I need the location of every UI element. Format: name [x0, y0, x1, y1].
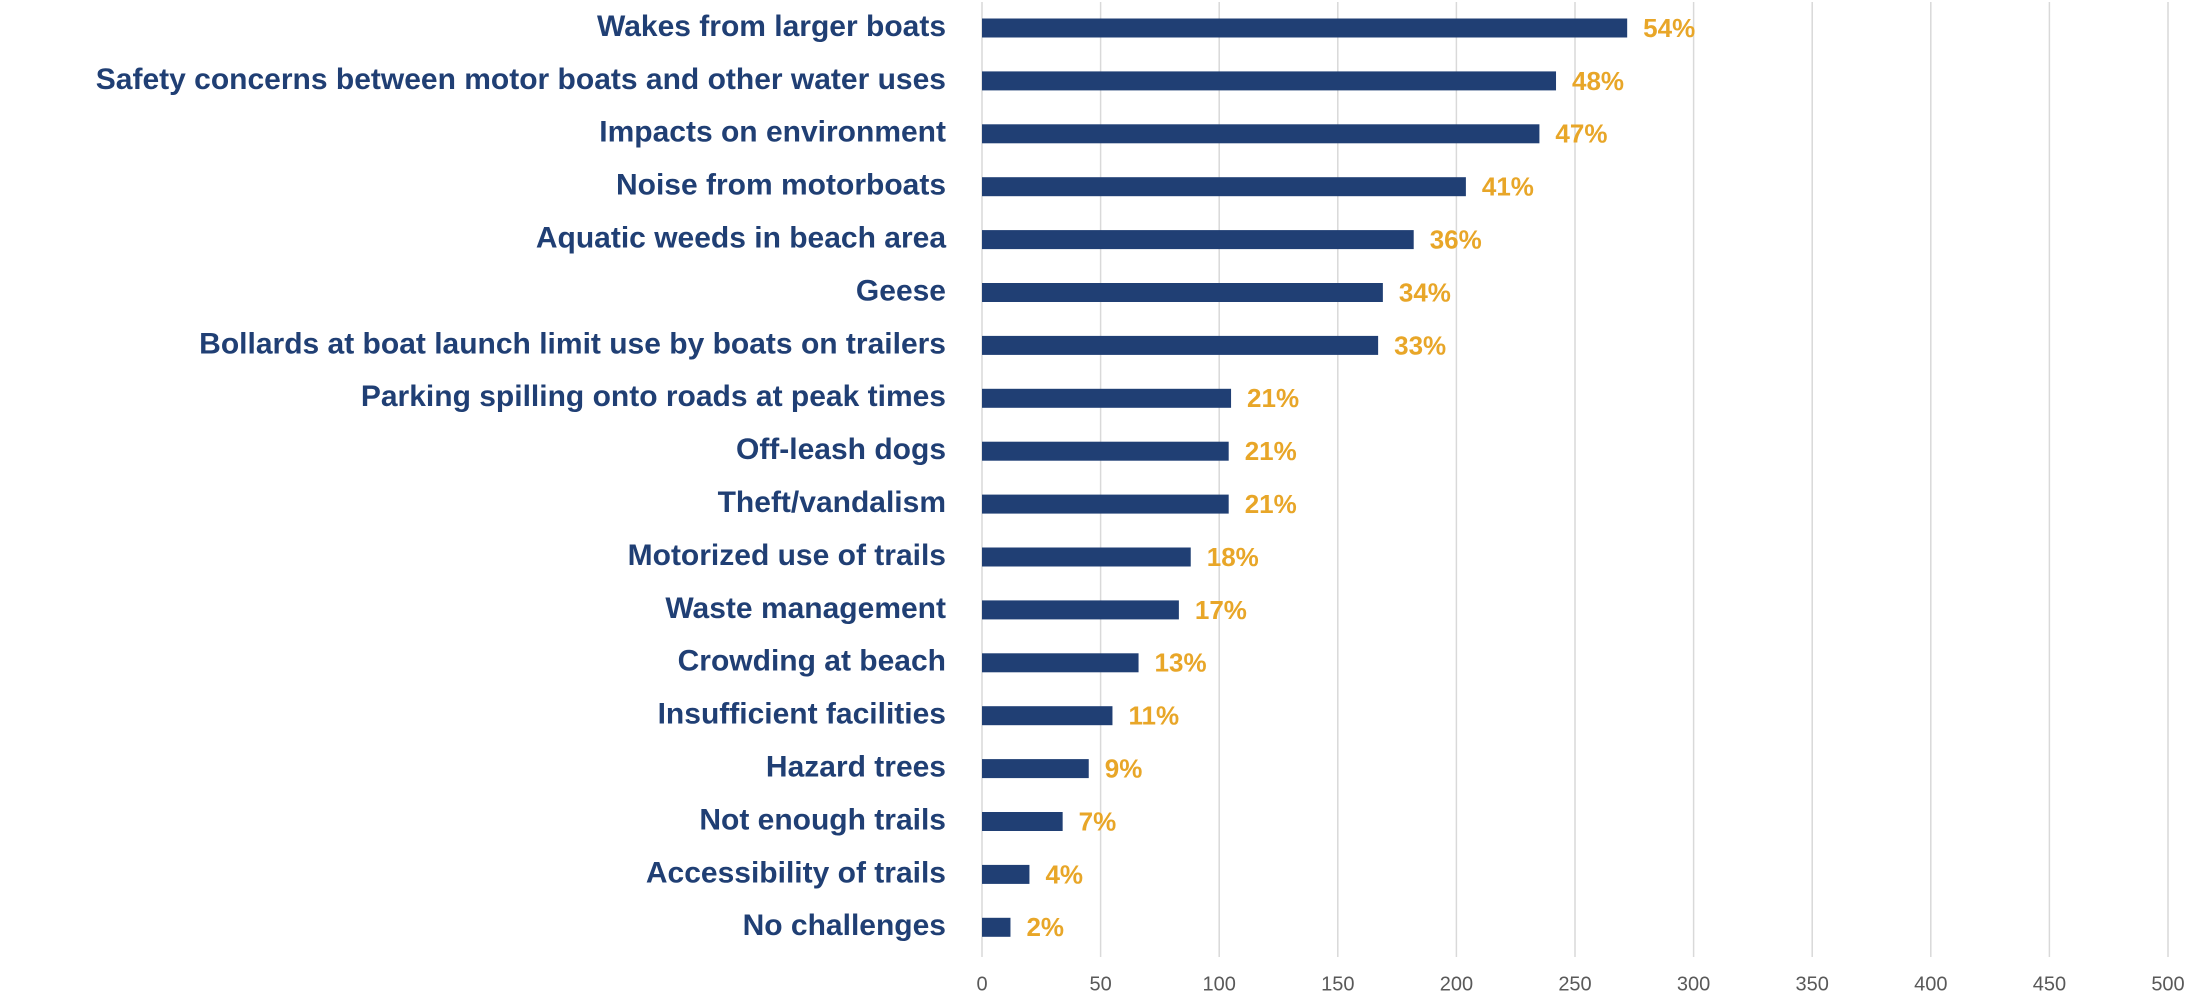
- value-label: 17%: [1195, 595, 1247, 625]
- category-label: Aquatic weeds in beach area: [536, 222, 946, 255]
- value-label: 21%: [1245, 436, 1297, 466]
- category-label: Wakes from larger boats: [597, 10, 946, 43]
- bar: [982, 441, 1229, 461]
- value-label: 54%: [1643, 13, 1695, 43]
- x-tick-label: 250: [1558, 973, 1591, 993]
- category-label: Crowding at beach: [678, 645, 946, 678]
- bar: [982, 547, 1191, 567]
- bar: [982, 71, 1557, 91]
- value-label: 11%: [1128, 701, 1179, 731]
- value-label: 21%: [1245, 489, 1297, 519]
- value-label: 47%: [1555, 119, 1607, 149]
- value-label: 9%: [1105, 753, 1143, 783]
- bar: [982, 494, 1229, 514]
- category-label: Bollards at boat launch limit use by boa…: [199, 327, 946, 360]
- bar: [982, 283, 1383, 302]
- value-label: 33%: [1394, 330, 1446, 360]
- category-label: Noise from motorboats: [616, 169, 946, 202]
- x-tick-label: 100: [1203, 973, 1236, 993]
- bar: [982, 653, 1139, 673]
- bar: [982, 917, 1011, 937]
- value-label: 41%: [1482, 172, 1534, 202]
- value-label: 7%: [1079, 806, 1117, 836]
- bar: [982, 124, 1540, 144]
- bar: [982, 600, 1179, 620]
- bar: [982, 706, 1113, 726]
- category-label: Off-leash dogs: [736, 433, 946, 466]
- x-tick-label: 50: [1089, 973, 1111, 993]
- category-label: Insufficient facilities: [658, 698, 946, 731]
- x-tick-label: 450: [2033, 973, 2066, 993]
- value-label: 36%: [1430, 224, 1482, 254]
- category-label: Motorized use of trails: [628, 539, 946, 572]
- bar: [982, 864, 1030, 884]
- value-label: 13%: [1155, 648, 1207, 678]
- x-tick-label: 300: [1677, 973, 1710, 993]
- x-tick-label: 500: [2151, 973, 2184, 993]
- x-tick-label: 350: [1796, 973, 1829, 993]
- category-label: Theft/vandalism: [718, 486, 946, 519]
- x-tick-label: 150: [1321, 973, 1354, 993]
- category-label: Hazard trees: [766, 751, 946, 784]
- x-tick-label: 200: [1440, 973, 1473, 993]
- category-label: Not enough trails: [699, 803, 946, 836]
- bar: [982, 812, 1063, 831]
- category-label: Impacts on environment: [599, 116, 946, 149]
- category-label: Waste management: [665, 592, 946, 625]
- value-label: 34%: [1399, 277, 1451, 307]
- category-label: Safety concerns between motor boats and …: [96, 63, 946, 96]
- category-label: No challenges: [743, 909, 946, 942]
- value-label: 2%: [1026, 912, 1064, 942]
- bar: [982, 18, 1628, 38]
- category-label: Accessibility of trails: [646, 856, 946, 889]
- bar: [982, 177, 1466, 197]
- bar: [982, 230, 1414, 250]
- bar: [982, 388, 1232, 408]
- category-label: Geese: [856, 274, 946, 307]
- bar: [982, 335, 1379, 355]
- value-label: 48%: [1572, 66, 1624, 96]
- bar: [982, 759, 1089, 779]
- category-label: Parking spilling onto roads at peak time…: [361, 380, 946, 413]
- x-tick-label: 400: [1914, 973, 1947, 993]
- value-label: 18%: [1207, 542, 1259, 572]
- value-label: 4%: [1045, 859, 1083, 889]
- x-tick-label: 0: [976, 973, 987, 993]
- value-label: 21%: [1247, 383, 1299, 413]
